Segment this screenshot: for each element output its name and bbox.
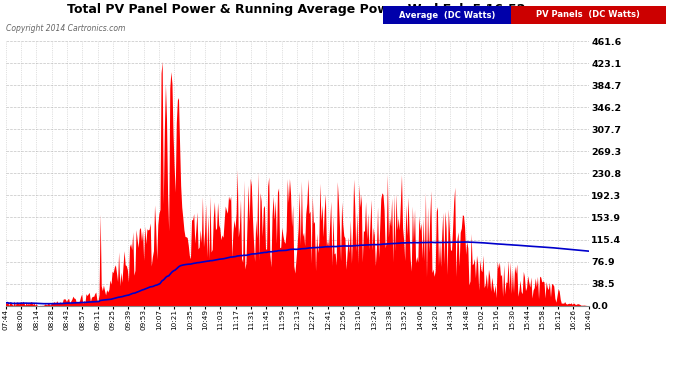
Text: Copyright 2014 Cartronics.com: Copyright 2014 Cartronics.com [6,24,125,33]
Text: PV Panels  (DC Watts): PV Panels (DC Watts) [536,10,640,20]
Text: Total PV Panel Power & Running Average Power Wed Feb 5 16:52: Total PV Panel Power & Running Average P… [68,3,526,16]
Text: Average  (DC Watts): Average (DC Watts) [399,10,495,20]
